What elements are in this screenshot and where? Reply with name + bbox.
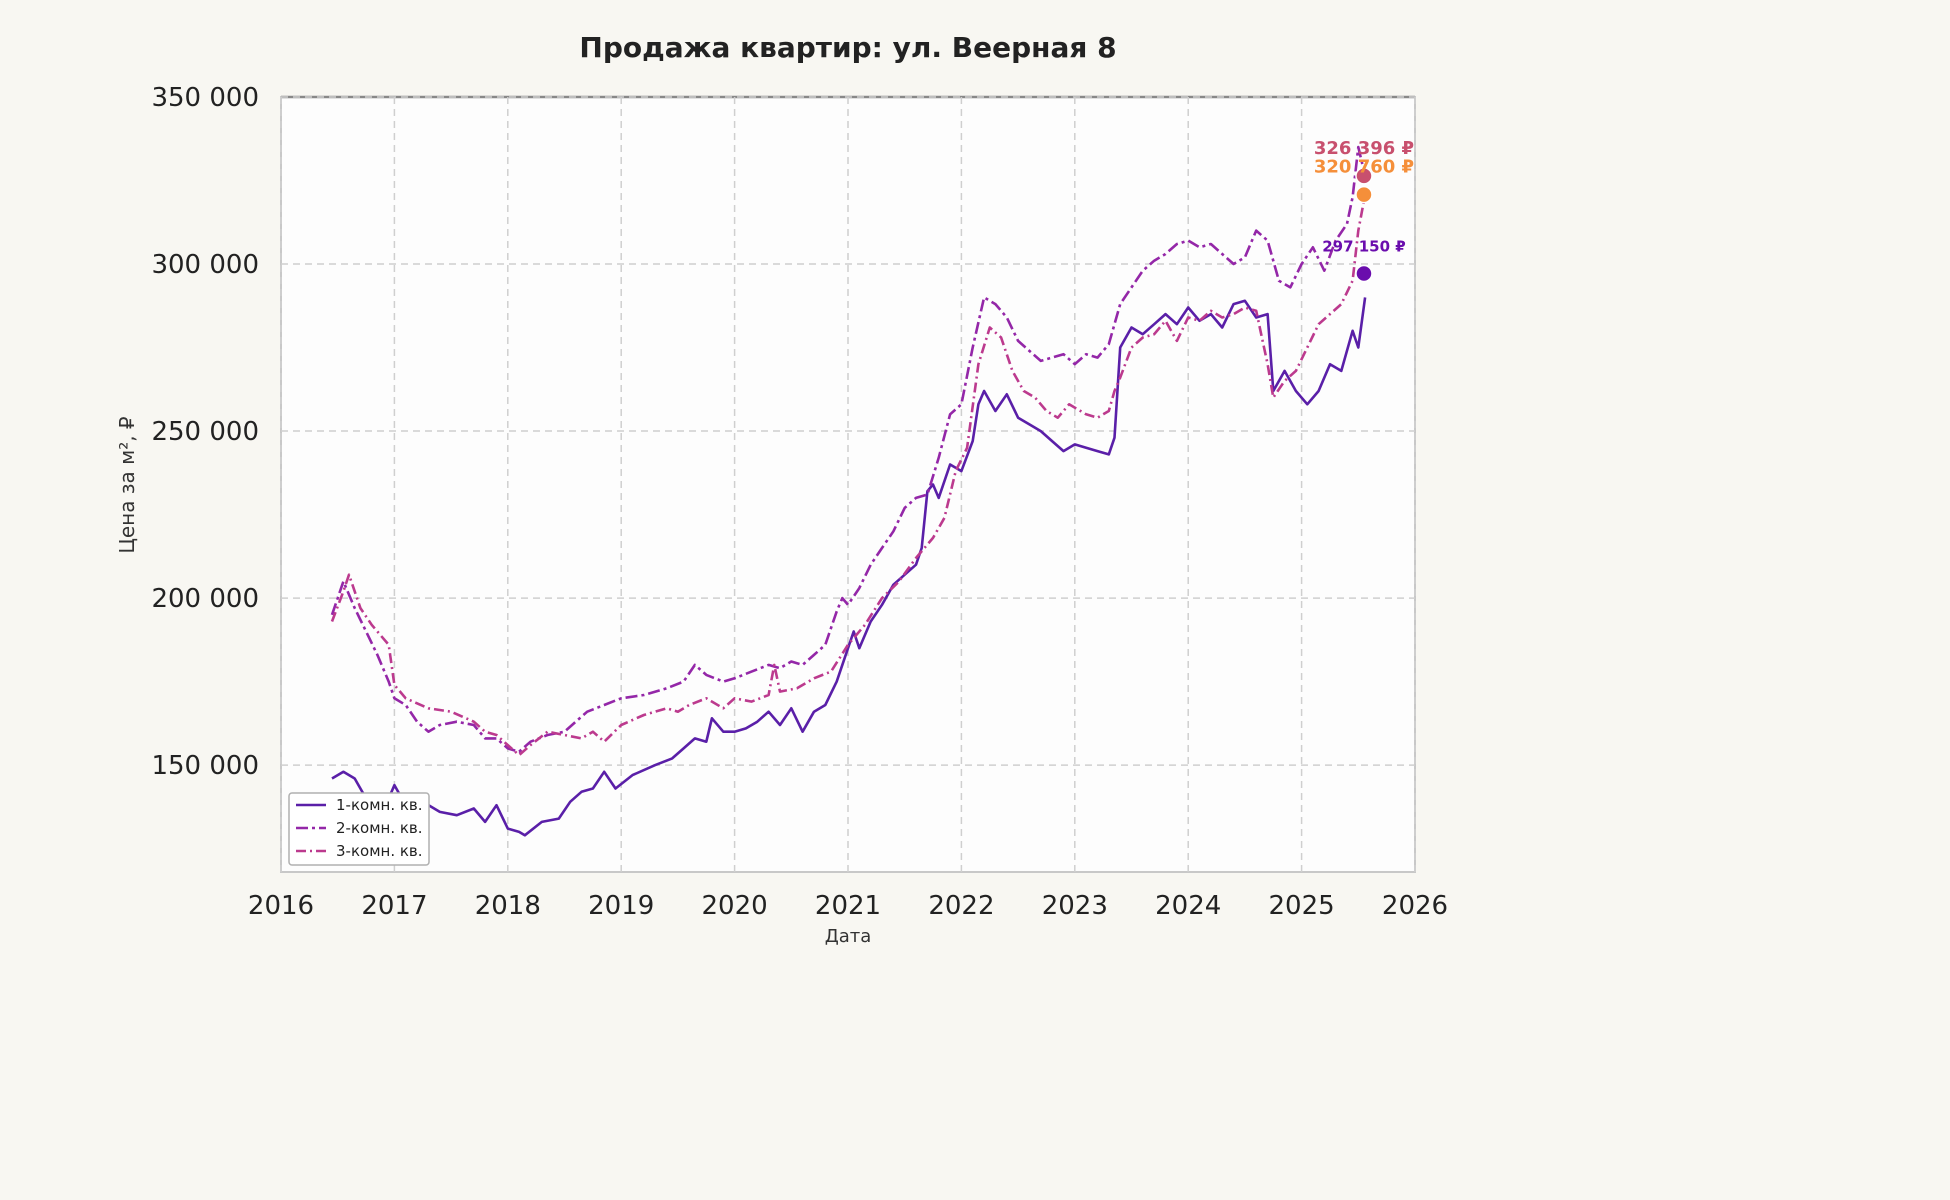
x-tick-label: 2020 <box>702 891 768 921</box>
x-tick-label: 2022 <box>928 891 994 921</box>
y-axis-ticks: 150 000 200 000 250 000 300 000 350 000 <box>151 83 259 781</box>
legend: 1-комн. кв. 2-комн. кв. 3-комн. кв. <box>288 792 430 866</box>
endpoint-label: 320 760 ₽ <box>1314 157 1414 178</box>
y-tick-label: 150 000 <box>151 751 259 781</box>
x-tick-label: 2017 <box>361 891 427 921</box>
x-tick-label: 2025 <box>1269 891 1335 921</box>
endpoint-label: 297 150 ₽ <box>1322 238 1406 256</box>
y-tick-label: 300 000 <box>151 250 259 280</box>
x-tick-label: 2016 <box>248 891 314 921</box>
series-line-2 <box>330 145 1367 753</box>
legend-label: 3-комн. кв. <box>336 842 423 860</box>
x-tick-label: 2018 <box>475 891 541 921</box>
grid-lines <box>280 96 1416 872</box>
endpoint-marker <box>1355 264 1373 283</box>
endpoint-markers: 297 150 ₽ 326 396 ₽320 760 ₽ <box>1314 138 1414 283</box>
x-tick-label: 2021 <box>815 891 881 921</box>
y-tick-label: 250 000 <box>151 417 259 447</box>
y-tick-label: 200 000 <box>151 584 259 614</box>
legend-box <box>288 792 430 866</box>
y-axis-label: Цена за м², ₽ <box>115 416 139 554</box>
endpoint-label: 326 396 ₽ <box>1314 138 1414 159</box>
legend-label: 1-комн. кв. <box>336 796 423 814</box>
endpoint-marker <box>1355 185 1373 204</box>
x-tick-label: 2024 <box>1155 891 1221 921</box>
y-tick-label: 350 000 <box>151 83 259 113</box>
series-lines <box>330 145 1367 837</box>
legend-label: 2-комн. кв. <box>336 819 423 837</box>
price-chart: Продажа квартир: ул. Веерная 8 2016 2017 2… <box>115 31 1448 947</box>
x-tick-label: 2023 <box>1042 891 1108 921</box>
x-axis-label: Дата <box>825 926 872 947</box>
endpoint-marker <box>1355 167 1373 185</box>
x-tick-label: 2019 <box>588 891 654 921</box>
x-tick-label: 2026 <box>1382 891 1448 921</box>
chart-title: Продажа квартир: ул. Веерная 8 <box>579 31 1116 64</box>
x-axis-ticks: 2016 2017 2018 2019 2020 2021 2022 2023 2024 2025… <box>248 891 1448 921</box>
